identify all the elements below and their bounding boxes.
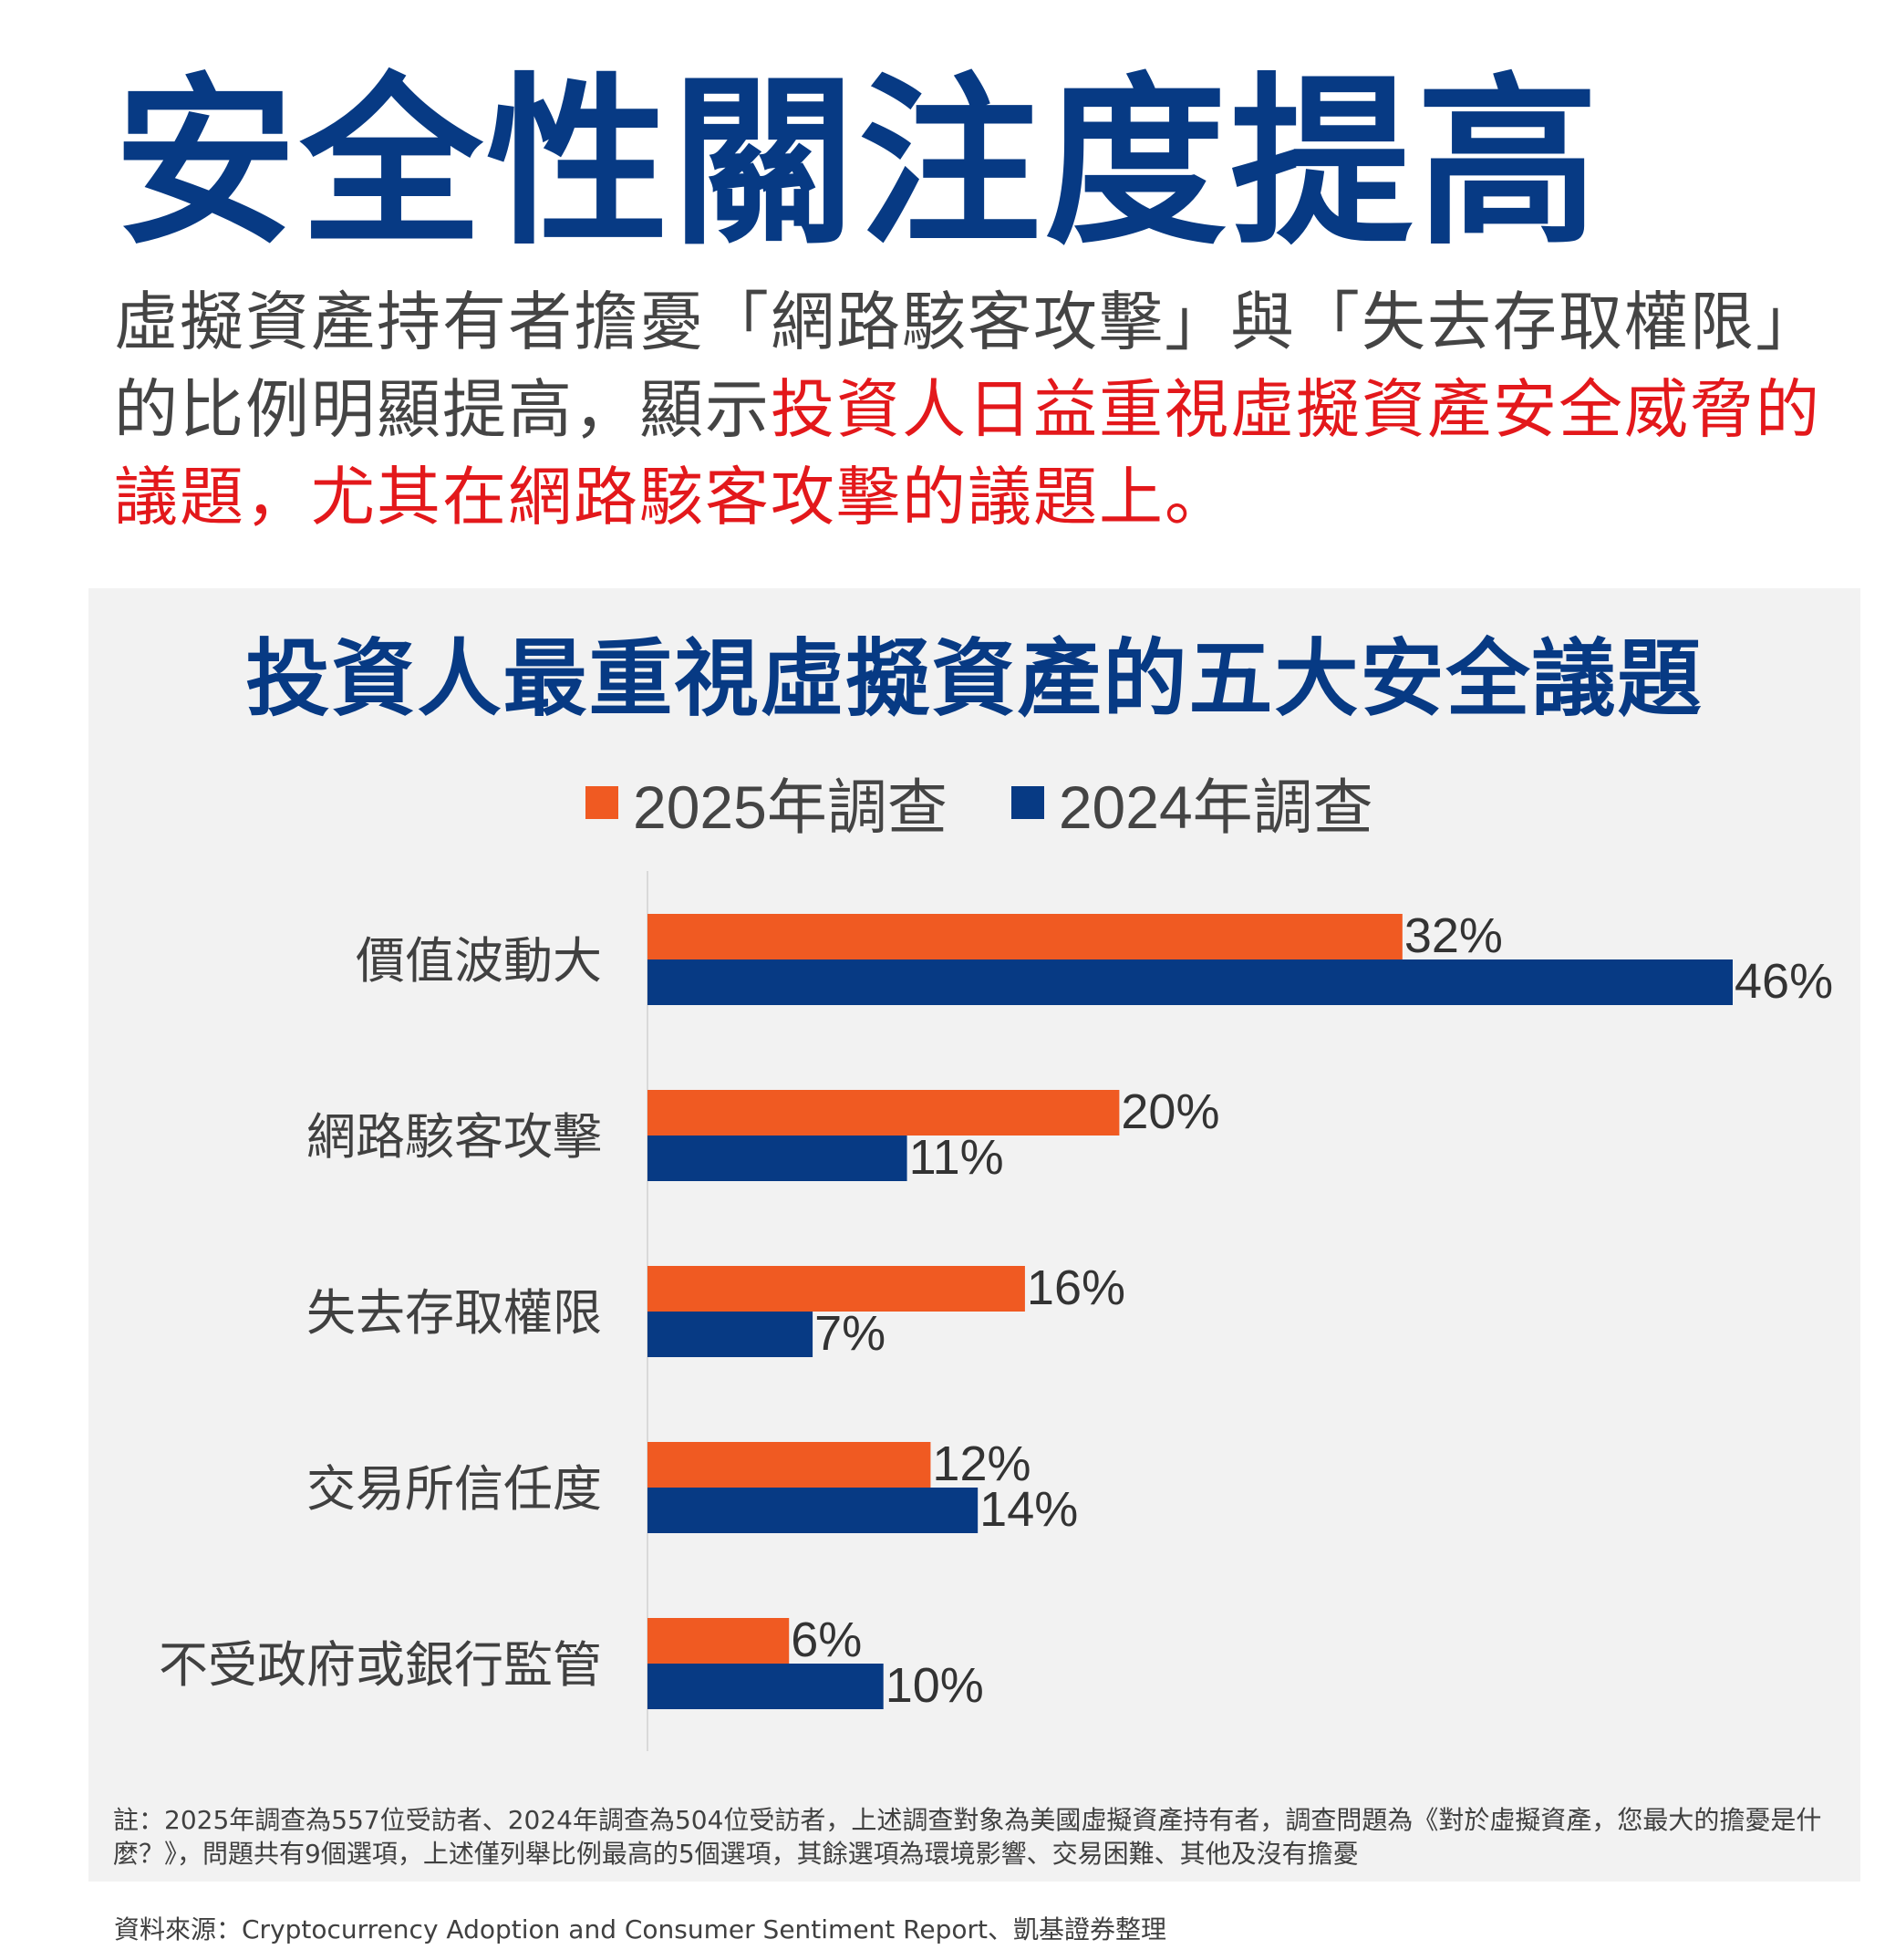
- data-label: 7%: [814, 1306, 886, 1361]
- bar-2024: [647, 1136, 907, 1181]
- data-label: 6%: [791, 1613, 862, 1667]
- bar-2025: [647, 1266, 1025, 1312]
- data-label: 10%: [886, 1658, 984, 1713]
- legend-item-2025: 2025年調查: [585, 759, 948, 846]
- data-label: 20%: [1121, 1084, 1219, 1139]
- bar-2025: [647, 1442, 931, 1488]
- legend-label-2025: 2025年調查: [633, 773, 948, 841]
- bar-2025: [647, 1090, 1120, 1136]
- bar-2024: [647, 959, 1733, 1005]
- category-label: 不受政府或銀行監管: [159, 1636, 602, 1694]
- category-label: 交易所信任度: [306, 1460, 602, 1518]
- bar-2024: [647, 1664, 884, 1709]
- source-note: 資料來源：Cryptocurrency Adoption and Consume…: [114, 1914, 1166, 1944]
- data-label: 46%: [1735, 954, 1833, 1009]
- description: 虛擬資產持有者擔憂「網路駭客攻擊」與「失去存取權限」的比例明顯提高，顯示投資人日…: [114, 278, 1856, 541]
- bar-2024: [647, 1312, 813, 1357]
- footnote: 註：2025年調查為557位受訪者、2024年調查為504位受訪者，上述調查對象…: [113, 1805, 1822, 1869]
- data-label: 12%: [932, 1436, 1031, 1491]
- bar-2025: [647, 1618, 790, 1664]
- data-label: 14%: [979, 1482, 1078, 1537]
- chart-title: 投資人最重視虛擬資產的五大安全議題: [245, 630, 1704, 728]
- category-label: 價值波動大: [356, 932, 602, 990]
- chart-legend: 2025年調查 2024年調查: [585, 766, 1437, 841]
- page-title: 安全性關注度提高: [114, 57, 1603, 270]
- data-label: 32%: [1404, 908, 1503, 963]
- bar-chart: 價值波動大 32% 46% 網路駭客攻擊 20% 11% 失去存取權限 16% 7% 交易所信任度…: [159, 871, 1833, 1751]
- description-text: 虛擬資產持有者擔憂「網路駭客攻擊」與「失去存取權限」的比例明顯提高，顯示: [114, 285, 1821, 447]
- bar-2025: [647, 914, 1403, 959]
- description-highlight: 投資人日益重視虛擬資產安全威脅的議題，尤其在網路駭客攻擊的議題上。: [114, 372, 1821, 534]
- legend-item-2024: 2024年調查: [1010, 759, 1373, 846]
- data-label: 11%: [909, 1130, 1004, 1185]
- legend-swatch-2025: [585, 786, 618, 819]
- chart-panel: 投資人最重視虛擬資產的五大安全議題 2025年調查 2024年調查 價值波動大 3…: [88, 588, 1860, 1882]
- bar-2024: [647, 1488, 979, 1533]
- legend-swatch-2024: [1010, 786, 1044, 819]
- category-label: 網路駭客攻擊: [306, 1108, 602, 1166]
- legend-label-2024: 2024年調查: [1058, 773, 1373, 841]
- category-label: 失去存取權限: [306, 1284, 602, 1342]
- data-label: 16%: [1027, 1260, 1125, 1315]
